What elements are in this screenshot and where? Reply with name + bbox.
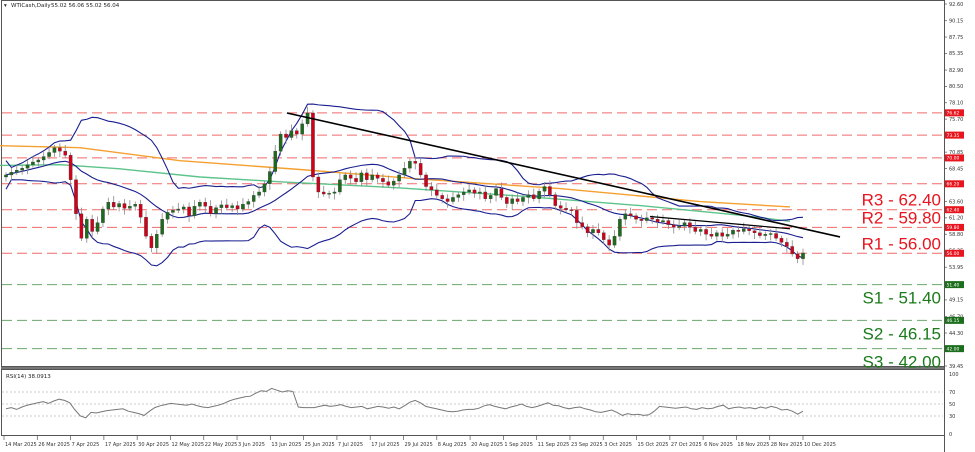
date-tick: 27 Oct 2025	[671, 442, 702, 448]
time-axis: 14 Mar 2025 26 Mar 2025 7 Apr 2025 17 Apr 2…	[3, 436, 836, 448]
bollinger-lower	[5, 179, 804, 267]
rsi-tick: 50	[949, 402, 955, 408]
date-tick: 3 Jun 2025	[238, 442, 265, 448]
rsi-tick: 30	[949, 414, 955, 420]
rsi-tick: 100	[949, 372, 959, 378]
svg-text:42.00: 42.00	[947, 346, 960, 352]
date-tick: 7 Apr 2025	[72, 442, 100, 448]
price-tick: 61.20	[949, 216, 963, 222]
svg-text:76.62: 76.62	[947, 111, 960, 117]
date-tick: 17 Jul 2025	[371, 442, 399, 448]
price-tick: 39.45	[949, 364, 963, 370]
price-tick: 49.15	[949, 298, 963, 304]
price-tick: 70.85	[949, 150, 963, 156]
date-tick: 18 Nov 2025	[737, 442, 769, 448]
price-tick: 78.10	[949, 101, 963, 107]
date-tick: 28 Nov 2025	[771, 442, 803, 448]
level-label-s2: S2 - 46.15	[863, 324, 941, 343]
level-label-s3: S3 - 42.00	[863, 353, 941, 372]
price-tick: 75.70	[949, 117, 963, 123]
bollinger-upper	[5, 103, 804, 222]
main-downtrend-line	[286, 112, 841, 238]
date-tick: 29 Jul 2025	[405, 442, 433, 448]
price-tick: 44.30	[949, 331, 963, 337]
date-tick: 8 Aug 2025	[438, 442, 467, 448]
price-tick: 53.95	[949, 265, 963, 271]
date-tick: 25 Jun 2025	[305, 442, 335, 448]
price-tick: 92.60	[949, 2, 963, 8]
price-tick: 82.90	[949, 68, 963, 74]
svg-text:46.15: 46.15	[947, 318, 960, 324]
level-label-r3: R3 - 62.40	[862, 191, 941, 210]
svg-text:73.35: 73.35	[947, 133, 960, 139]
price-tick: 68.45	[949, 166, 963, 172]
date-tick: 7 Jul 2025	[338, 442, 363, 448]
level-label-r2: R2 - 59.80	[862, 208, 941, 227]
date-tick: 17 Apr 2025	[105, 442, 136, 448]
level-label-r1: R1 - 56.00	[862, 234, 941, 253]
svg-text:56.00: 56.00	[947, 251, 960, 257]
date-tick: 23 Sep 2025	[571, 442, 603, 448]
date-tick: 15 Oct 2025	[638, 442, 669, 448]
date-tick: 13 Jun 2025	[271, 442, 301, 448]
svg-text:51.40: 51.40	[947, 282, 960, 288]
price-tick: 90.15	[949, 18, 963, 24]
date-tick: 14 Mar 2025	[5, 442, 37, 448]
rsi-tick: 0	[949, 432, 952, 438]
price-tick: 63.60	[949, 199, 963, 205]
date-tick: 6 Nov 2025	[704, 442, 733, 448]
date-tick: 22 May 2025	[205, 442, 238, 448]
date-tick: 20 Aug 2025	[471, 442, 503, 448]
rsi-indicator: 100 70 50 30 0	[2, 372, 959, 438]
chart-ohlc: 55.02 56.06 55.02 56.04	[51, 3, 120, 9]
date-tick: 3 Oct 2025	[604, 442, 632, 448]
level-label-s1: S1 - 51.40	[863, 289, 941, 308]
date-tick: 11 Sep 2025	[538, 442, 570, 448]
candlesticks	[4, 106, 805, 265]
price-tick: 87.75	[949, 35, 963, 41]
date-tick: 10 Dec 2025	[804, 442, 836, 448]
rsi-line	[5, 387, 804, 419]
date-tick: 26 Mar 2025	[38, 442, 70, 448]
svg-text:66.20: 66.20	[947, 182, 960, 188]
chart-header-arrow[interactable]: ▾	[4, 3, 7, 9]
price-tags: 76.62 73.35 70.00 66.20 62.40 59.80 56.00 51.40…	[945, 109, 964, 352]
date-tick: 30 Apr 2025	[138, 442, 169, 448]
date-tick: 12 May 2025	[171, 442, 204, 448]
date-tick: 1 Sep 2025	[504, 442, 533, 448]
secondary-trend-line	[649, 215, 791, 230]
price-tick: 85.35	[949, 51, 963, 57]
svg-text:62.40: 62.40	[947, 207, 960, 213]
chart-symbol: WTICash,Daily	[11, 3, 51, 9]
price-tick: 80.50	[949, 84, 963, 90]
rsi-label: RSI(14) 38.0913	[6, 374, 51, 380]
svg-text:59.80: 59.80	[947, 225, 960, 231]
svg-text:70.00: 70.00	[947, 156, 960, 162]
trendlines	[286, 112, 841, 238]
rsi-tick: 70	[949, 390, 955, 396]
price-tick: 58.80	[949, 232, 963, 238]
